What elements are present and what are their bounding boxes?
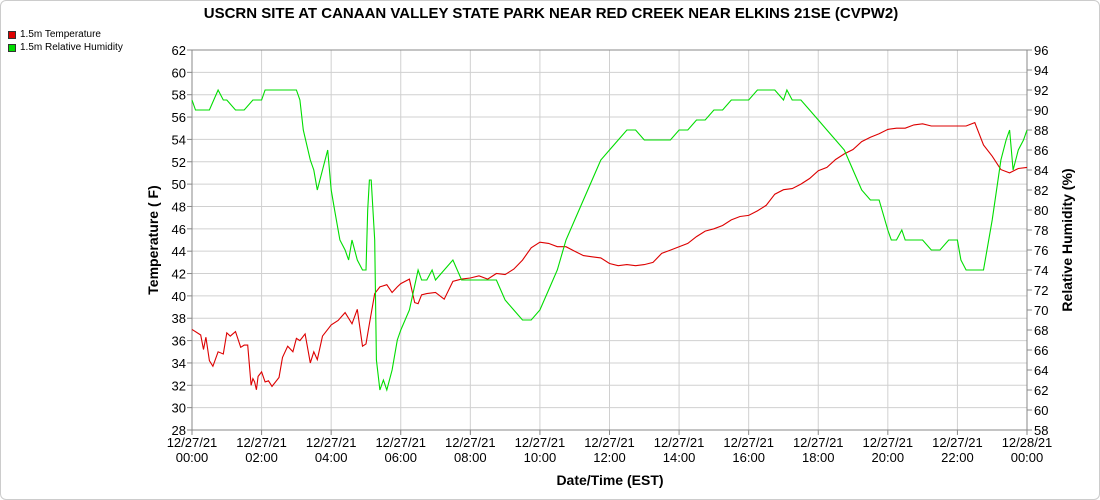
right-tick-label: 68 [1034, 323, 1048, 338]
left-tick-label: 30 [172, 401, 186, 416]
x-tick-label-date: 12/27/21 [306, 435, 357, 450]
right-tick-label: 64 [1034, 363, 1048, 378]
left-tick-label: 46 [172, 222, 186, 237]
x-tick-label-time: 16:00 [732, 450, 765, 465]
left-tick-label: 44 [172, 244, 186, 259]
right-tick-label: 66 [1034, 343, 1048, 358]
legend-item-humidity: 1.5m Relative Humidity [8, 41, 123, 54]
x-tick-label-time: 00:00 [176, 450, 209, 465]
right-tick-label: 88 [1034, 123, 1048, 138]
x-tick-label-date: 12/27/21 [863, 435, 914, 450]
right-tick-label: 60 [1034, 403, 1048, 418]
right-tick-label: 94 [1034, 63, 1048, 78]
left-tick-label: 52 [172, 155, 186, 170]
legend: 1.5m Temperature 1.5m Relative Humidity [8, 28, 123, 54]
right-tick-label: 90 [1034, 103, 1048, 118]
right-tick-label: 80 [1034, 203, 1048, 218]
humidity-line [191, 88, 1028, 392]
x-tick-label-time: 06:00 [384, 450, 417, 465]
legend-label-temperature: 1.5m Temperature [20, 29, 101, 40]
right-tick-label: 70 [1034, 303, 1048, 318]
right-tick-label: 96 [1034, 43, 1048, 58]
right-axis: 58 60 62 64 66 68 70 72 74 76 78 80 82 84 86 88 90 92 94 96 [1027, 43, 1048, 438]
left-tick-label: 38 [172, 311, 186, 326]
right-tick-label: 74 [1034, 263, 1048, 278]
y-axis-label-left: Temperature ( F) [145, 185, 161, 294]
left-tick-label: 28 [172, 423, 186, 438]
x-tick-label-time: 04:00 [315, 450, 348, 465]
left-tick-label: 58 [172, 88, 186, 103]
x-axis-label: Date/Time (EST) [556, 472, 663, 488]
left-tick-label: 60 [172, 65, 186, 80]
x-tick-label-time: 02:00 [245, 450, 278, 465]
left-tick-label: 48 [172, 199, 186, 214]
right-tick-label: 72 [1034, 283, 1048, 298]
left-tick-label: 42 [172, 267, 186, 282]
legend-swatch-temperature [8, 30, 16, 39]
x-tick-label-date: 12/27/21 [723, 435, 774, 450]
x-tick-label-date: 12/27/21 [515, 435, 566, 450]
x-tick-label-date: 12/28/21 [1002, 435, 1053, 450]
x-tick-label-date: 12/27/21 [654, 435, 705, 450]
right-tick-label: 86 [1034, 143, 1048, 158]
legend-swatch-humidity [8, 43, 16, 52]
right-tick-label: 58 [1034, 423, 1048, 438]
x-tick-label-time: 22:00 [941, 450, 974, 465]
x-tick-label-time: 08:00 [454, 450, 487, 465]
series-lines [191, 88, 1028, 392]
right-tick-label: 82 [1034, 183, 1048, 198]
left-tick-label: 32 [172, 378, 186, 393]
y-axis-label-right: Relative Humidity (%) [1059, 168, 1075, 311]
x-tick-label-time: 18:00 [802, 450, 835, 465]
x-tick-label-date: 12/27/21 [793, 435, 844, 450]
right-tick-label: 78 [1034, 223, 1048, 238]
x-tick-label-time: 00:00 [1011, 450, 1044, 465]
legend-item-temperature: 1.5m Temperature [8, 28, 123, 41]
x-tick-label-date: 12/27/21 [445, 435, 496, 450]
chart-title: USCRN SITE AT CANAAN VALLEY STATE PARK N… [204, 5, 899, 22]
right-tick-label: 84 [1034, 163, 1048, 178]
x-tick-label-time: 12:00 [593, 450, 626, 465]
right-tick-label: 62 [1034, 383, 1048, 398]
x-tick-label-date: 12/27/21 [932, 435, 983, 450]
x-tick-label-time: 14:00 [663, 450, 696, 465]
left-tick-label: 54 [172, 132, 186, 147]
right-tick-label: 92 [1034, 83, 1048, 98]
x-tick-label-date: 12/27/21 [167, 435, 218, 450]
grid [191, 49, 1028, 431]
x-tick-label-time: 20:00 [872, 450, 905, 465]
x-tick-label-date: 12/27/21 [236, 435, 287, 450]
left-tick-label: 50 [172, 177, 186, 192]
x-tick-label-time: 10:00 [524, 450, 557, 465]
x-tick-label-date: 12/27/21 [584, 435, 635, 450]
temperature-line [191, 121, 1028, 390]
x-tick-label-date: 12/27/21 [375, 435, 426, 450]
x-axis: 12/27/2100:0012/27/2102:0012/27/2104:001… [167, 430, 1053, 465]
left-axis: 28 30 32 34 36 38 40 42 44 46 48 50 52 54 56 58 60 62 [172, 43, 192, 438]
left-tick-label: 56 [172, 110, 186, 125]
left-tick-label: 62 [172, 43, 186, 58]
left-tick-label: 34 [172, 356, 186, 371]
left-tick-label: 40 [172, 289, 186, 304]
left-tick-label: 36 [172, 334, 186, 349]
right-tick-label: 76 [1034, 243, 1048, 258]
legend-label-humidity: 1.5m Relative Humidity [20, 42, 123, 53]
